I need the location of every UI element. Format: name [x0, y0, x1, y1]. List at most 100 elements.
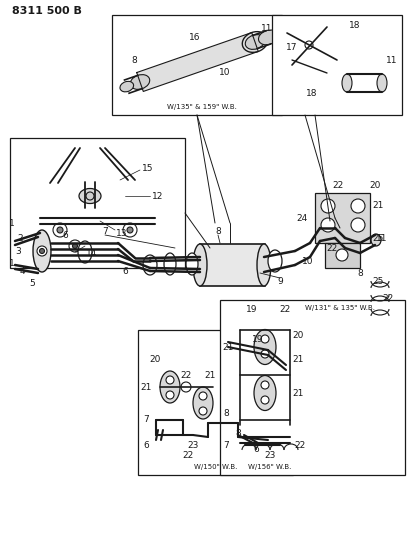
Text: 11: 11: [385, 55, 397, 64]
Text: 21: 21: [292, 389, 303, 398]
Circle shape: [320, 218, 334, 232]
Circle shape: [335, 249, 347, 261]
Circle shape: [57, 227, 63, 233]
Text: 20: 20: [369, 181, 380, 190]
Text: 21: 21: [371, 200, 383, 209]
Ellipse shape: [33, 230, 51, 272]
Text: 25: 25: [371, 233, 383, 243]
Circle shape: [180, 382, 191, 392]
Text: 25: 25: [371, 277, 383, 286]
Text: 6: 6: [143, 440, 148, 449]
Text: 5: 5: [29, 279, 35, 287]
Circle shape: [261, 335, 268, 343]
Text: 22: 22: [332, 181, 343, 190]
Bar: [200, 244, 264, 286]
Text: 7: 7: [222, 440, 228, 449]
Circle shape: [261, 350, 268, 358]
Text: 8: 8: [215, 227, 220, 236]
Ellipse shape: [254, 329, 275, 365]
Text: 21: 21: [140, 383, 151, 392]
Text: 18: 18: [306, 88, 317, 98]
Text: 21: 21: [292, 356, 303, 365]
Text: 7: 7: [143, 416, 148, 424]
Circle shape: [198, 392, 207, 400]
Circle shape: [123, 223, 137, 237]
Ellipse shape: [193, 244, 207, 286]
Text: 23: 23: [187, 440, 198, 449]
Circle shape: [86, 192, 94, 200]
Ellipse shape: [267, 250, 281, 272]
Bar: [271, 15, 401, 115]
Text: 6: 6: [62, 230, 68, 239]
Ellipse shape: [143, 255, 157, 275]
Text: W/150" W.B.: W/150" W.B.: [194, 464, 237, 470]
Text: W/135" & 159" W.B.: W/135" & 159" W.B.: [166, 104, 236, 110]
Ellipse shape: [120, 82, 133, 92]
Ellipse shape: [160, 371, 180, 403]
Text: 8: 8: [356, 269, 362, 278]
Text: 12: 12: [152, 191, 163, 200]
Text: 20: 20: [149, 356, 160, 365]
Text: 1: 1: [9, 259, 15, 268]
Text: 22: 22: [182, 450, 193, 459]
Text: 19: 19: [246, 305, 257, 314]
Ellipse shape: [245, 35, 264, 50]
Text: 6: 6: [122, 266, 128, 276]
Ellipse shape: [341, 74, 351, 92]
Text: 10: 10: [219, 68, 230, 77]
Text: 14: 14: [86, 248, 97, 257]
Text: 22: 22: [180, 370, 191, 379]
Ellipse shape: [370, 234, 380, 246]
Ellipse shape: [130, 75, 149, 90]
Circle shape: [69, 240, 81, 252]
Bar: [138, 330, 292, 475]
Text: 11: 11: [261, 23, 272, 33]
Text: 17: 17: [285, 43, 297, 52]
Ellipse shape: [193, 387, 213, 419]
Circle shape: [53, 223, 67, 237]
Text: 3: 3: [15, 246, 21, 255]
Text: 6: 6: [252, 446, 258, 455]
Ellipse shape: [258, 30, 277, 45]
Text: 22: 22: [382, 294, 393, 303]
Text: 24: 24: [296, 214, 307, 222]
Circle shape: [350, 199, 364, 213]
Text: 21: 21: [204, 370, 215, 379]
Text: 8: 8: [222, 408, 228, 417]
Text: 8311 500 B: 8311 500 B: [12, 6, 82, 16]
Circle shape: [127, 227, 133, 233]
Bar: [314, 193, 369, 243]
Ellipse shape: [256, 244, 270, 286]
Text: 13: 13: [116, 229, 128, 238]
Text: 22: 22: [294, 440, 305, 449]
Circle shape: [37, 246, 47, 256]
Text: 9: 9: [276, 277, 282, 286]
Circle shape: [320, 199, 334, 213]
Circle shape: [304, 41, 312, 49]
Text: 15: 15: [142, 164, 153, 173]
Text: 2: 2: [17, 233, 23, 243]
Bar: [10, 138, 184, 268]
Text: 22: 22: [326, 244, 337, 253]
Text: 20: 20: [292, 330, 303, 340]
Circle shape: [39, 248, 45, 254]
Text: 16: 16: [189, 33, 200, 42]
Text: 18: 18: [348, 20, 360, 29]
Bar: [324, 243, 359, 268]
Text: 21: 21: [222, 343, 233, 351]
Text: 11: 11: [375, 233, 387, 243]
Text: 1: 1: [9, 219, 15, 228]
Polygon shape: [136, 33, 258, 92]
Ellipse shape: [186, 253, 198, 275]
Ellipse shape: [164, 253, 175, 275]
Text: 7: 7: [102, 227, 108, 236]
Circle shape: [72, 244, 77, 248]
Circle shape: [166, 391, 173, 399]
Circle shape: [198, 407, 207, 415]
Text: 22: 22: [279, 305, 290, 314]
Text: 8: 8: [131, 55, 137, 64]
Text: 4: 4: [19, 266, 25, 276]
Ellipse shape: [78, 241, 92, 263]
Circle shape: [350, 218, 364, 232]
Ellipse shape: [254, 376, 275, 410]
